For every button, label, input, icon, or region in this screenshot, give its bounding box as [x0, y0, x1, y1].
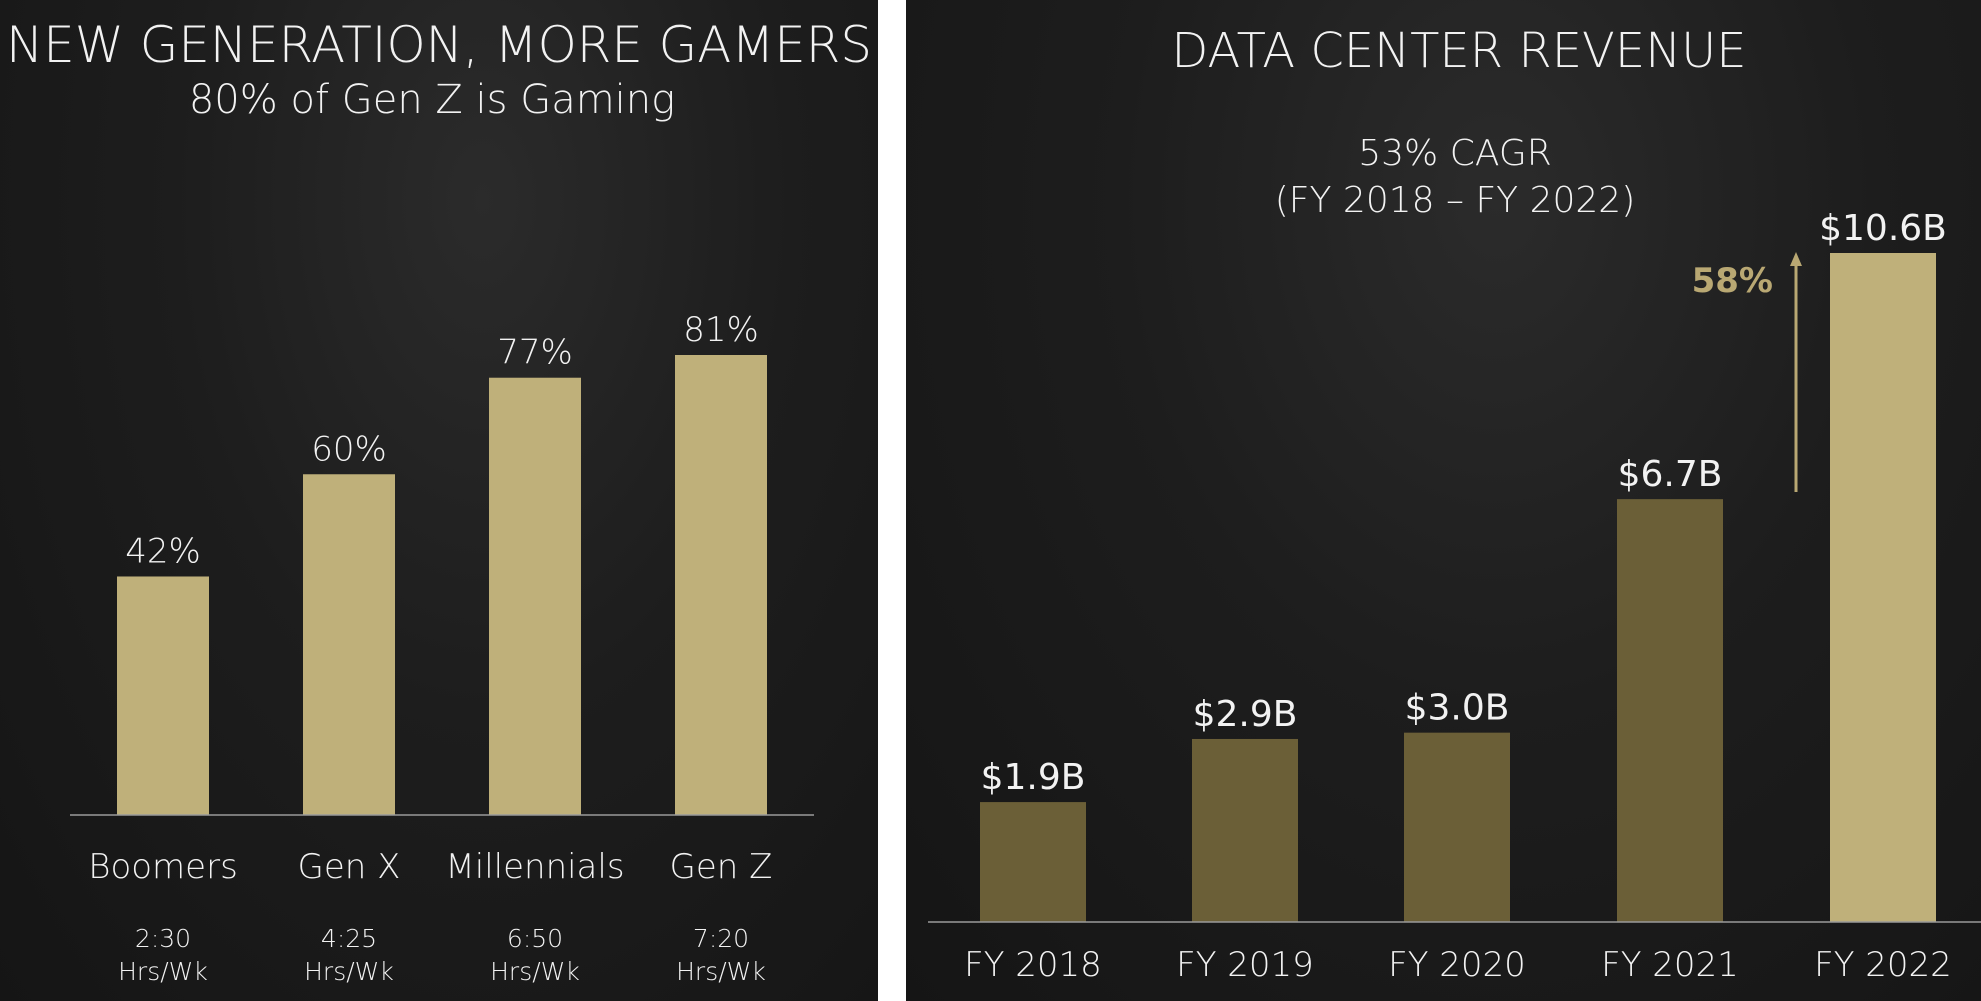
right-chart-panel: DATA CENTER REVENUE 53% CAGR (FY 2018 – …: [906, 0, 1981, 1001]
category-label: Gen X: [298, 847, 401, 887]
bar-gen-x: [303, 474, 395, 815]
category-label: Gen Z: [670, 847, 773, 887]
bar-fy-2019: [1192, 738, 1298, 922]
hours-unit-label: Hrs/Wk: [490, 957, 580, 986]
cagr-line-1: 53% CAGR: [1358, 133, 1552, 174]
value-label: $10.6B: [1819, 208, 1947, 249]
bar-gen-z: [675, 355, 767, 815]
value-label: $1.9B: [981, 757, 1086, 798]
value-label: 77%: [497, 333, 573, 373]
value-label: 81%: [683, 310, 759, 350]
bar-fy-2022: [1830, 253, 1936, 922]
growth-arrow-head: [1790, 252, 1802, 266]
value-label: $2.9B: [1193, 694, 1298, 735]
hours-label: 7:20: [693, 924, 749, 953]
value-label: 42%: [125, 531, 201, 571]
hours-label: 2:30: [135, 924, 191, 953]
bar-millennials: [489, 377, 581, 815]
category-label: Millennials: [445, 847, 624, 887]
value-label: $3.0B: [1405, 688, 1510, 729]
value-label: 60%: [311, 429, 387, 469]
category-label: FY 2019: [1176, 945, 1314, 985]
left-chart-panel: NEW GENERATION, MORE GAMERS 80% of Gen Z…: [0, 0, 878, 1001]
category-label: Boomers: [88, 847, 238, 887]
value-label: $6.7B: [1618, 454, 1723, 495]
cagr-line-2: (FY 2018 – FY 2022): [1275, 180, 1636, 221]
left-chart-subtitle: 80% of Gen Z is Gaming: [189, 77, 675, 123]
category-label: FY 2018: [964, 945, 1102, 985]
category-label: FY 2020: [1388, 945, 1526, 985]
left-chart-title: NEW GENERATION, MORE GAMERS: [6, 16, 872, 74]
bar-fy-2021: [1617, 499, 1723, 922]
right-chart-title: DATA CENTER REVENUE: [1171, 23, 1746, 79]
hours-label: 6:50: [507, 924, 563, 953]
growth-label: 58%: [1692, 261, 1773, 301]
gamers-bar-chart: NEW GENERATION, MORE GAMERS 80% of Gen Z…: [6, 16, 872, 986]
category-label: FY 2022: [1814, 945, 1952, 985]
hours-label: 4:25: [321, 924, 377, 953]
revenue-bar-chart: DATA CENTER REVENUE 53% CAGR (FY 2018 – …: [928, 23, 1981, 985]
category-label: FY 2021: [1601, 945, 1739, 985]
bar-boomers: [117, 576, 209, 815]
hours-unit-label: Hrs/Wk: [118, 957, 208, 986]
bar-fy-2018: [980, 802, 1086, 922]
bar-fy-2020: [1404, 732, 1510, 922]
hours-unit-label: Hrs/Wk: [304, 957, 394, 986]
hours-unit-label: Hrs/Wk: [676, 957, 766, 986]
